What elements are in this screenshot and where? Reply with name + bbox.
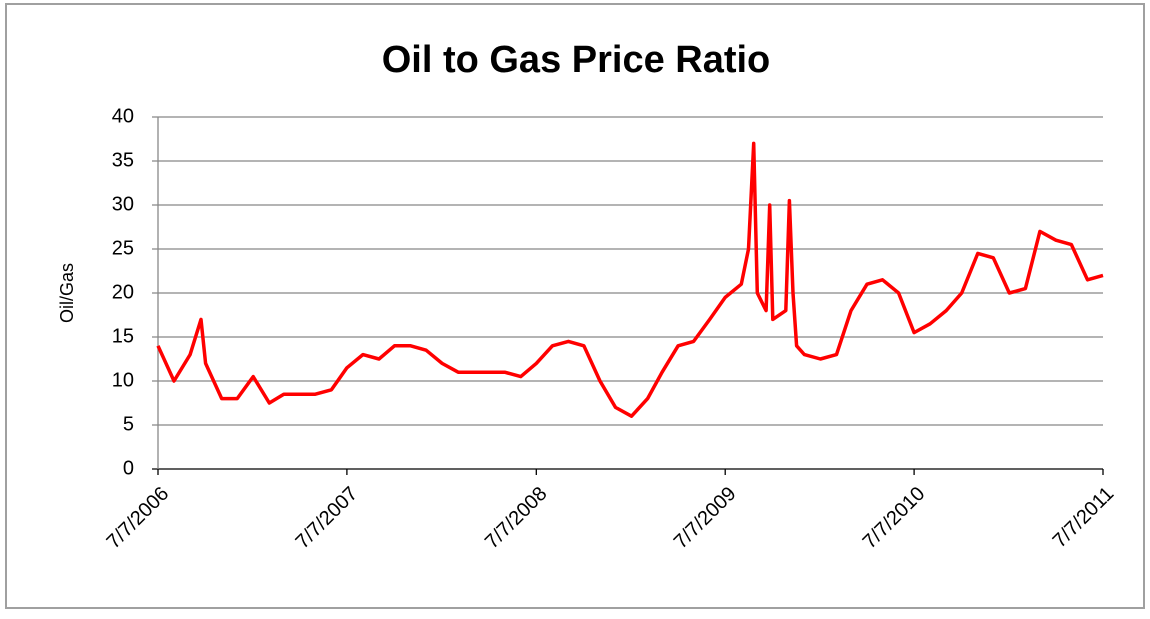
y-axis-label: Oil/Gas	[57, 263, 77, 323]
y-tick-label: 40	[112, 105, 134, 127]
chart-title: Oil to Gas Price Ratio	[382, 39, 771, 81]
y-tick-label: 35	[112, 149, 134, 171]
y-tick-label: 5	[123, 413, 134, 435]
y-tick-label: 10	[112, 369, 134, 391]
y-tick-label: 15	[112, 325, 134, 347]
y-tick-label: 30	[112, 193, 134, 215]
y-tick-label: 0	[123, 457, 134, 479]
y-tick-label: 20	[112, 281, 134, 303]
chart-frame	[5, 3, 1145, 609]
data-line	[156, 141, 1104, 418]
y-tick-label: 25	[112, 237, 134, 259]
